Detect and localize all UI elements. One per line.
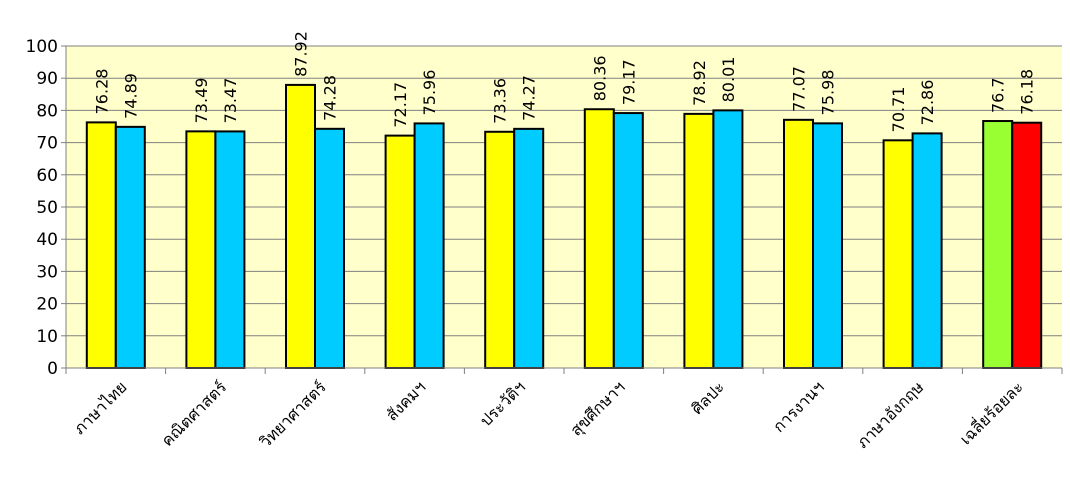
x-category-label: สุขศึกษาฯ	[566, 377, 629, 440]
data-label: 76.28	[92, 69, 111, 115]
bar-series2-9	[1011, 121, 1043, 370]
data-label: 75.96	[420, 70, 439, 116]
x-category-label: ภาษาอังกฤษ	[853, 377, 928, 452]
data-label: 74.27	[520, 75, 539, 121]
data-label: 73.49	[192, 78, 211, 124]
data-label: 79.17	[619, 59, 638, 105]
data-label: 80.36	[590, 55, 609, 101]
bar-series2-7	[812, 122, 843, 369]
bar-series2-2	[314, 127, 345, 369]
x-category-label: ประวัติฯ	[476, 377, 529, 430]
bar-series1-0	[85, 121, 117, 369]
data-label: 76.18	[1018, 69, 1037, 115]
x-category-label: ศิลปะ	[687, 377, 728, 418]
data-label: 74.89	[121, 73, 140, 119]
y-tick-label: 60	[36, 166, 58, 186]
bar-series1-1	[185, 130, 217, 369]
bar-series1-2	[285, 83, 316, 369]
bar-series1-5	[583, 108, 615, 369]
data-label: 87.92	[292, 31, 311, 77]
data-label: 72.17	[391, 82, 410, 128]
data-label: 80.01	[719, 57, 738, 103]
x-category-label: สังคมฯ	[382, 377, 429, 424]
data-label: 78.92	[690, 60, 709, 106]
bar-series2-4	[513, 127, 545, 369]
x-category-label: เฉลี่ยร้อยละ	[955, 376, 1028, 449]
x-category-label: คณิตศาสตร์	[158, 377, 231, 450]
data-label: 74.28	[321, 75, 340, 121]
y-tick-label: 20	[36, 295, 58, 315]
bar-series1-7	[783, 118, 814, 370]
y-tick-label: 30	[36, 262, 58, 282]
data-label: 70.71	[889, 87, 908, 133]
data-label: 73.47	[221, 78, 240, 124]
y-tick-label: 0	[47, 359, 58, 379]
axes	[61, 45, 1063, 374]
bar-series2-3	[413, 122, 445, 369]
data-label: 72.86	[918, 80, 937, 126]
x-category-label: การงานฯ	[769, 377, 828, 436]
x-category-label: ภาษาไทย	[70, 377, 131, 438]
data-label: 77.07	[790, 66, 809, 112]
y-tick-label: 100	[26, 37, 58, 57]
bar-series1-6	[683, 112, 715, 370]
bar-series1-4	[484, 130, 516, 369]
x-category-label: วิทยาศาสตร์	[256, 377, 330, 451]
y-tick-label: 40	[36, 230, 58, 250]
y-tick-label: 70	[36, 134, 58, 154]
bar-series2-5	[612, 112, 644, 369]
data-label: 76.7	[989, 77, 1008, 113]
y-tick-label: 90	[36, 69, 58, 89]
bar-series1-9	[982, 120, 1014, 369]
bar-series2-6	[712, 109, 744, 369]
bar-series1-3	[384, 134, 416, 369]
bar-series1-8	[882, 139, 914, 369]
y-tick-label: 50	[36, 198, 58, 218]
bar-series2-8	[911, 132, 943, 369]
data-label: 73.36	[491, 78, 510, 124]
data-label: 75.98	[819, 70, 838, 116]
bar-series2-1	[214, 130, 246, 369]
bars	[85, 83, 1043, 370]
bar-series2-0	[114, 125, 146, 369]
y-tick-label: 80	[36, 101, 58, 121]
y-tick-label: 10	[36, 327, 58, 347]
